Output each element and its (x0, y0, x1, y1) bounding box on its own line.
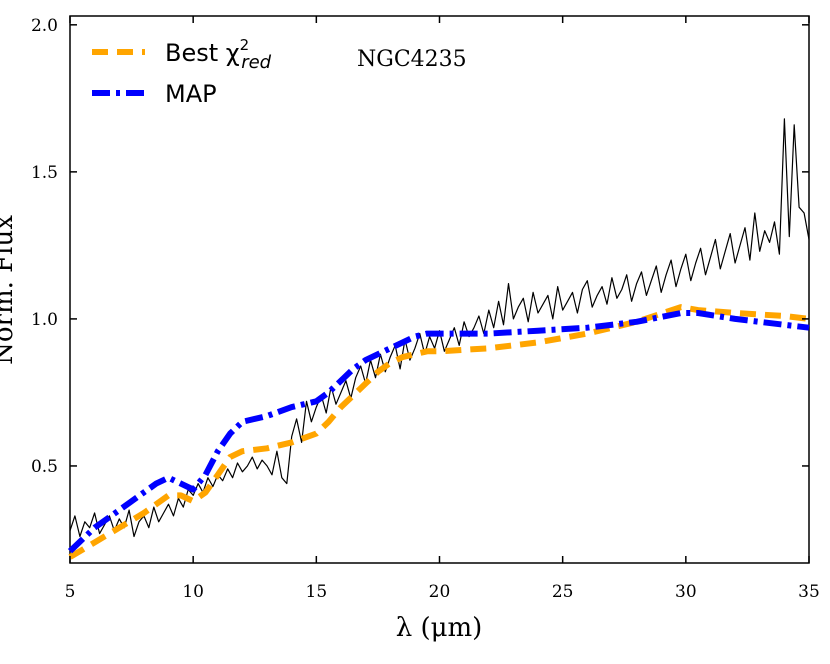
series-line-map (67, 310, 810, 554)
x-tick-label: 15 (306, 582, 328, 602)
x-tick-label: 20 (429, 582, 451, 602)
x-axis-label: λ (μm) (396, 613, 483, 643)
y-tick-label: 1.5 (31, 163, 58, 183)
legend: Best χ2 red MAP (92, 36, 272, 108)
curves (67, 118, 810, 560)
y-tick-label: 1.0 (31, 310, 58, 330)
series-line-observed (69, 118, 810, 538)
y-tick-label: 0.5 (31, 457, 58, 477)
y-axis-label: Norm. Flux (0, 215, 19, 365)
x-tick-label: 35 (798, 582, 820, 602)
legend-label-map: MAP (165, 80, 217, 108)
x-tick-label: 10 (182, 582, 204, 602)
series-line-best-chi2 (68, 304, 810, 560)
y-tick-label: 2.0 (31, 16, 58, 36)
galaxy-annotation: NGC4235 (357, 47, 467, 72)
x-tick-label: 25 (552, 582, 574, 602)
axis-ticks: 5 10 15 20 25 30 35 0.5 1.0 1.5 2.0 (31, 16, 820, 602)
x-tick-label: 30 (675, 582, 697, 602)
legend-label-best-chi2: Best χ2 red (165, 36, 272, 73)
x-tick-label: 5 (65, 582, 76, 602)
